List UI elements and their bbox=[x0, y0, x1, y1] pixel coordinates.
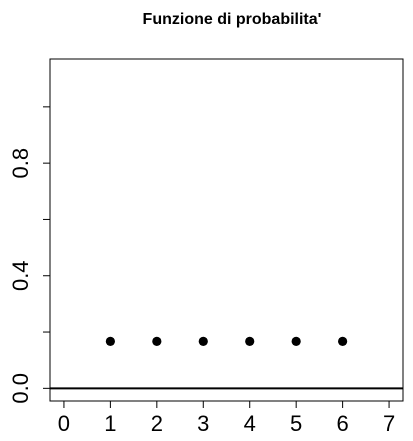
y-tick-label: 0.8 bbox=[8, 148, 33, 179]
y-axis: 0.0 0.4 0.8 bbox=[8, 106, 51, 404]
data-point bbox=[291, 336, 301, 347]
data-point bbox=[338, 336, 348, 347]
chart-title: Funzione di probabilita' bbox=[143, 11, 322, 28]
data-point bbox=[198, 336, 208, 347]
data-point bbox=[152, 336, 162, 347]
x-tick-label: 1 bbox=[104, 411, 116, 436]
x-tick-label: 4 bbox=[244, 411, 256, 436]
x-tick-label: 5 bbox=[290, 411, 302, 436]
plot-frame bbox=[49, 58, 404, 402]
x-tick-label: 0 bbox=[58, 411, 70, 436]
data-point bbox=[245, 336, 255, 347]
x-tick-label: 2 bbox=[151, 411, 163, 436]
x-axis: 0 1 2 3 4 5 6 7 bbox=[58, 400, 395, 436]
data-point bbox=[105, 336, 115, 347]
x-tick-label: 3 bbox=[197, 411, 209, 436]
x-tick-label: 7 bbox=[383, 411, 395, 436]
y-tick-label: 0.4 bbox=[8, 260, 33, 291]
x-tick-label: 6 bbox=[336, 411, 348, 436]
data-points bbox=[105, 336, 348, 347]
y-tick-label: 0.0 bbox=[8, 373, 33, 404]
